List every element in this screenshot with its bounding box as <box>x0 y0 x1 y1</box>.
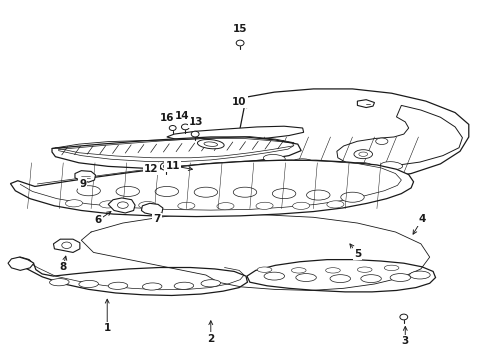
Text: 7: 7 <box>153 214 161 224</box>
Text: 1: 1 <box>103 323 111 333</box>
Ellipse shape <box>163 165 168 168</box>
Ellipse shape <box>178 202 195 210</box>
Ellipse shape <box>292 268 306 273</box>
Text: 4: 4 <box>418 215 425 224</box>
Polygon shape <box>108 198 135 213</box>
Polygon shape <box>167 126 304 141</box>
Polygon shape <box>357 100 374 108</box>
Ellipse shape <box>181 124 189 130</box>
Ellipse shape <box>327 201 344 208</box>
Text: 12: 12 <box>144 164 158 174</box>
Polygon shape <box>247 260 436 292</box>
Text: 15: 15 <box>233 24 247 35</box>
Ellipse shape <box>264 272 285 280</box>
Ellipse shape <box>155 186 178 197</box>
Polygon shape <box>10 160 414 217</box>
Text: 11: 11 <box>166 161 180 171</box>
Polygon shape <box>234 89 469 182</box>
Ellipse shape <box>330 275 350 283</box>
Ellipse shape <box>272 189 296 199</box>
Ellipse shape <box>217 203 234 210</box>
Text: 8: 8 <box>60 262 67 272</box>
Polygon shape <box>142 203 163 215</box>
Ellipse shape <box>194 187 218 197</box>
Ellipse shape <box>351 162 373 170</box>
Ellipse shape <box>169 126 176 131</box>
Ellipse shape <box>384 265 399 271</box>
Ellipse shape <box>361 275 381 283</box>
Ellipse shape <box>174 282 194 289</box>
Text: 2: 2 <box>207 333 215 343</box>
Ellipse shape <box>341 192 364 202</box>
Polygon shape <box>52 137 301 168</box>
Polygon shape <box>15 257 247 296</box>
Ellipse shape <box>62 242 72 248</box>
Ellipse shape <box>357 267 372 273</box>
Text: 14: 14 <box>175 111 190 121</box>
Ellipse shape <box>359 152 368 156</box>
Text: 6: 6 <box>95 215 102 225</box>
Ellipse shape <box>326 268 340 273</box>
Text: 9: 9 <box>79 179 86 189</box>
Polygon shape <box>337 105 463 166</box>
Ellipse shape <box>108 282 128 289</box>
Ellipse shape <box>293 159 315 167</box>
Text: 13: 13 <box>189 117 203 127</box>
Ellipse shape <box>116 186 140 197</box>
Ellipse shape <box>296 274 317 282</box>
Ellipse shape <box>400 314 408 320</box>
Text: 10: 10 <box>232 97 246 107</box>
Ellipse shape <box>390 274 411 282</box>
Text: 5: 5 <box>354 248 361 258</box>
Ellipse shape <box>201 280 220 287</box>
Ellipse shape <box>143 283 162 290</box>
Ellipse shape <box>410 271 430 279</box>
Ellipse shape <box>139 202 156 209</box>
Polygon shape <box>75 171 96 182</box>
Ellipse shape <box>160 162 171 170</box>
Ellipse shape <box>257 267 272 273</box>
Ellipse shape <box>322 162 344 170</box>
Ellipse shape <box>233 187 257 197</box>
Ellipse shape <box>99 201 117 208</box>
Text: 3: 3 <box>402 336 409 346</box>
Text: 16: 16 <box>160 113 174 123</box>
Ellipse shape <box>256 202 273 210</box>
Ellipse shape <box>307 190 330 200</box>
Ellipse shape <box>293 202 310 210</box>
Ellipse shape <box>77 186 100 196</box>
Ellipse shape <box>49 279 69 286</box>
Polygon shape <box>8 257 34 270</box>
Ellipse shape <box>376 138 388 144</box>
Ellipse shape <box>381 162 403 170</box>
Ellipse shape <box>79 280 98 288</box>
Polygon shape <box>53 239 80 252</box>
Ellipse shape <box>118 202 128 208</box>
Ellipse shape <box>191 131 199 137</box>
Ellipse shape <box>354 150 372 159</box>
Ellipse shape <box>263 154 285 162</box>
Ellipse shape <box>66 200 82 207</box>
Ellipse shape <box>236 40 244 46</box>
Ellipse shape <box>197 139 224 149</box>
Ellipse shape <box>204 142 218 147</box>
